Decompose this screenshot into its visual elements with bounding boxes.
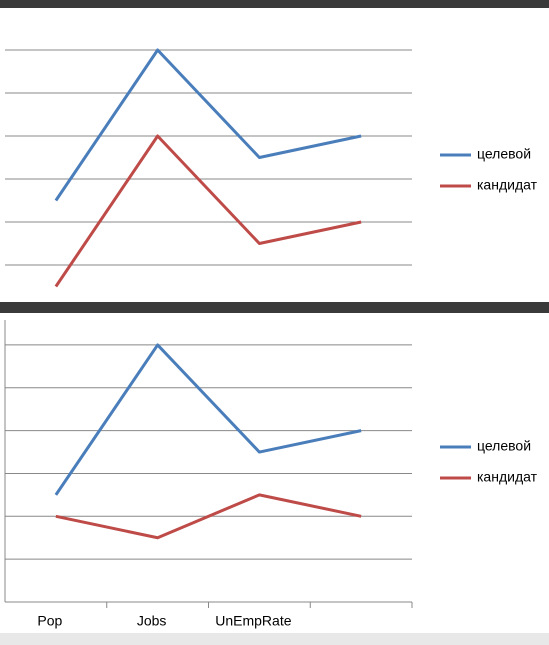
data-line xyxy=(54,134,362,288)
legend-label: кандидат xyxy=(477,177,538,193)
x-tick-label: Jobs xyxy=(137,613,167,629)
data-line xyxy=(54,48,362,202)
x-tick-label: Pop xyxy=(37,613,62,629)
frame-bar xyxy=(0,302,549,313)
frame-shadow xyxy=(0,633,549,645)
frame-bar xyxy=(0,0,549,8)
legend-label: целевой xyxy=(477,146,531,162)
legend-label: кандидат xyxy=(477,469,538,485)
data-line xyxy=(55,493,362,540)
x-tick-label: UnEmpRate xyxy=(215,613,291,629)
data-line xyxy=(54,343,362,496)
legend-label: целевой xyxy=(477,438,531,454)
